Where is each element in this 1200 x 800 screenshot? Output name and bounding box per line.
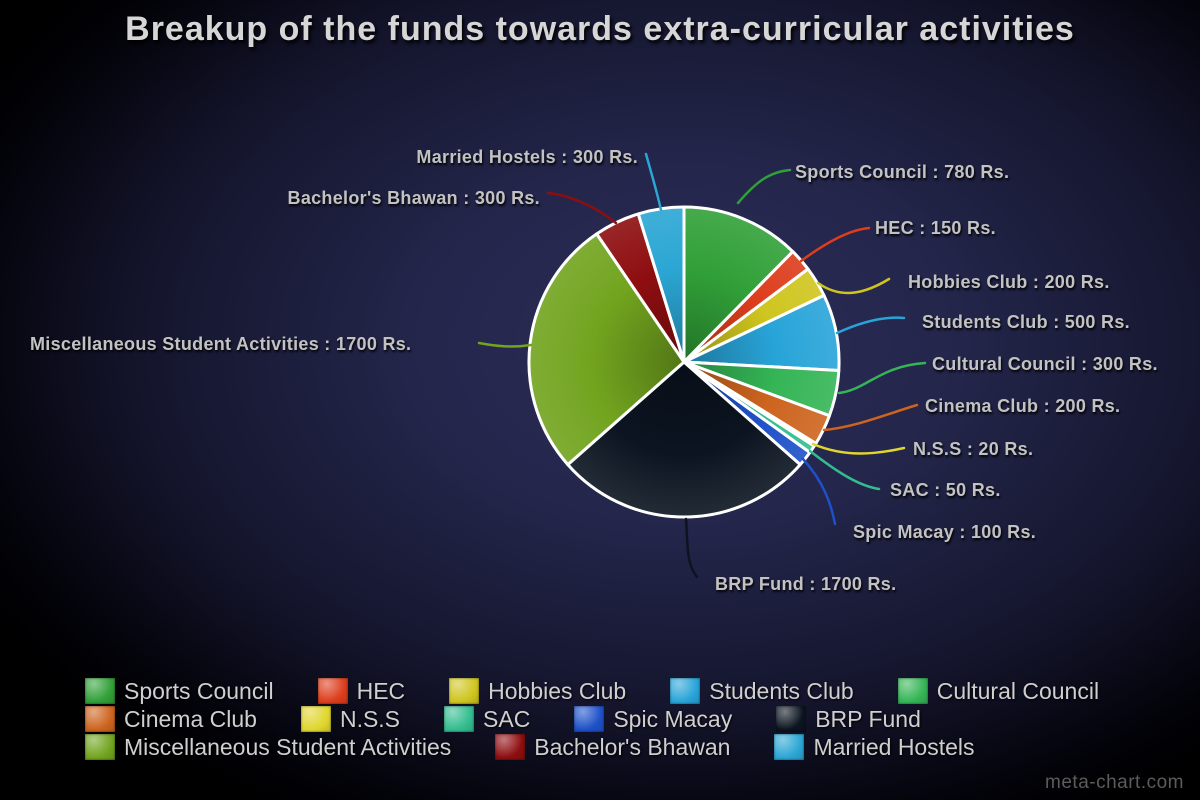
slice-callout-sac: SAC : 50 Rs. <box>890 480 1001 500</box>
chart-legend: Sports Council HEC Hobbies Club Students Cl… <box>85 677 1165 761</box>
legend-row: Sports Council HEC Hobbies Club Students Cl… <box>85 677 1165 705</box>
legend-swatch-spic-macay <box>574 706 605 732</box>
legend-label: Cinema Club <box>124 705 257 732</box>
slice-callout-n-s-s: N.S.S : 20 Rs. <box>913 439 1033 459</box>
legend-item-brp-fund: BRP Fund <box>776 706 921 733</box>
leader-line-married-hostels <box>644 152 663 212</box>
leader-line-hobbies-club <box>816 277 891 295</box>
legend-swatch-hobbies-club <box>449 678 480 704</box>
legend-swatch-married-hostels <box>774 734 805 760</box>
pie-slice-sports-council <box>682 205 795 364</box>
legend-item-students-club: Students Club <box>670 677 854 705</box>
watermark: meta-chart.com <box>1045 772 1184 793</box>
legend-swatch-hec <box>317 678 348 704</box>
legend-swatch-cinema-club <box>85 706 115 732</box>
leader-line-n-s-s <box>811 442 906 455</box>
chart-title: Breakup of the funds towards extra-curri… <box>125 10 1075 48</box>
leader-line-cultural-council <box>837 361 927 395</box>
legend-swatch-n-s-s <box>300 706 331 732</box>
legend-swatch-cultural-council <box>897 678 928 704</box>
legend-label: N.S.S <box>339 705 401 732</box>
legend-item-cultural-council: Cultural Council <box>897 677 1100 705</box>
slice-callout-married-hostels: Married Hostels : 300 Rs. <box>416 147 638 167</box>
slice-callout-miscellaneous-student-activities: Miscellaneous Student Activities : 1700 … <box>30 334 411 354</box>
legend-item-hec: HEC <box>317 677 406 705</box>
leader-line-bachelor-s-bhawan <box>546 191 618 225</box>
legend-label: BRP Fund <box>815 705 921 732</box>
legend-label: Miscellaneous Student Activities <box>124 733 452 760</box>
legend-label: Bachelor's Bhawan <box>534 733 731 760</box>
legend-item-miscellaneous-student-activities: Miscellaneous Student Activities <box>85 734 451 761</box>
legend-label: Spic Macay <box>613 705 733 732</box>
legend-row: Miscellaneous Student Activities Bachelor… <box>85 733 1165 761</box>
legend-swatch-sports-council <box>85 678 115 704</box>
legend-item-sports-council: Sports Council <box>85 678 274 705</box>
slice-callout-hobbies-club: Hobbies Club : 200 Rs. <box>908 272 1110 292</box>
slice-callout-students-club: Students Club : 500 Rs. <box>922 312 1130 332</box>
leader-line-sports-council <box>736 168 792 205</box>
slice-callout-cinema-club: Cinema Club : 200 Rs. <box>925 396 1120 416</box>
slice-callout-spic-macay: Spic Macay : 100 Rs. <box>853 522 1036 542</box>
legend-swatch-miscellaneous-student-activities <box>85 734 115 760</box>
leader-line-sac <box>808 449 881 491</box>
legend-label: Married Hostels <box>813 733 975 760</box>
legend-label: Students Club <box>709 677 854 704</box>
legend-swatch-sac <box>444 706 475 732</box>
legend-swatch-brp-fund <box>776 706 807 732</box>
legend-label: Cultural Council <box>936 677 1100 704</box>
slice-callout-sports-council: Sports Council : 780 Rs. <box>795 162 1009 182</box>
slice-callout-brp-fund: BRP Fund : 1700 Rs. <box>715 574 896 594</box>
leader-line-students-club <box>835 316 906 335</box>
legend-label: Hobbies Club <box>488 677 627 704</box>
legend-label: SAC <box>483 705 531 732</box>
legend-swatch-bachelor-s-bhawan <box>495 734 526 760</box>
leader-line-hec <box>799 226 871 263</box>
legend-item-n-s-s: N.S.S <box>300 705 401 733</box>
slice-callout-hec: HEC : 150 Rs. <box>875 218 996 238</box>
leader-line-spic-macay <box>801 457 837 526</box>
leader-line-miscellaneous-student-activities <box>477 341 533 348</box>
legend-item-hobbies-club: Hobbies Club <box>449 678 626 705</box>
legend-row: Cinema Club N.S.S SAC Spic Macay BRP Fund <box>85 705 1165 733</box>
leader-line-brp-fund <box>684 517 699 579</box>
pie-slice-miscellaneous-student-activities <box>527 232 686 467</box>
slice-callout-cultural-council: Cultural Council : 300 Rs. <box>932 354 1158 374</box>
pie-slice-brp-fund <box>566 360 802 519</box>
legend-item-spic-macay: Spic Macay <box>574 706 732 733</box>
slice-callout-bachelor-s-bhawan: Bachelor's Bhawan : 300 Rs. <box>288 188 540 208</box>
leader-line-cinema-club <box>822 403 919 432</box>
legend-swatch-students-club <box>670 678 701 704</box>
legend-label: Sports Council <box>124 677 274 704</box>
legend-label: HEC <box>356 677 406 704</box>
legend-item-bachelor-s-bhawan: Bachelor's Bhawan <box>495 734 730 761</box>
legend-item-cinema-club: Cinema Club <box>85 706 257 733</box>
legend-item-sac: SAC <box>444 706 530 733</box>
legend-item-married-hostels: Married Hostels <box>774 733 975 761</box>
